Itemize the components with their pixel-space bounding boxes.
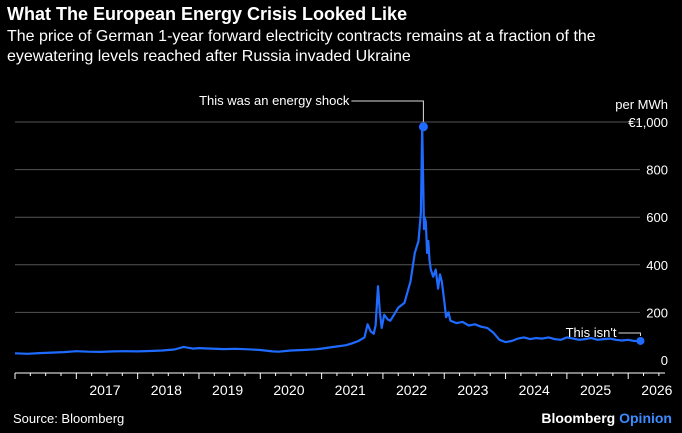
chart-title: What The European Energy Crisis Looked L…: [7, 4, 408, 24]
current-marker: [636, 336, 645, 345]
x-tick-label-2017: 2017: [89, 382, 120, 398]
chart-subtitle: The price of German 1-year forward elect…: [7, 28, 596, 65]
x-tick-label-2023: 2023: [457, 382, 488, 398]
y-tick-label-600: 600: [646, 210, 668, 225]
x-tick-label-2021: 2021: [335, 382, 366, 398]
brand-suffix: Opinion: [619, 410, 672, 426]
peak-marker: [418, 122, 428, 132]
y-unit-label: per MWh: [615, 97, 668, 112]
current-callout-line: [618, 332, 641, 336]
peak-callout-line: [351, 100, 424, 122]
brand-name: Bloomberg: [541, 410, 616, 426]
y-tick-label-400: 400: [646, 258, 668, 273]
x-tick-label-2018: 2018: [151, 382, 182, 398]
series-line: [14, 125, 641, 355]
x-tick-label-2020: 2020: [273, 382, 304, 398]
source-note: Source: Bloomberg: [13, 411, 125, 426]
current-annotation: This isn't: [566, 325, 617, 340]
y-tick-label-1000: €1,000: [628, 115, 668, 130]
y-tick-label-200: 200: [646, 305, 668, 320]
brand-logo: Bloomberg Opinion: [541, 410, 672, 426]
peak-annotation: This was an energy shock: [199, 93, 350, 108]
x-tick-label-2025: 2025: [580, 382, 611, 398]
x-tick-label-2019: 2019: [212, 382, 243, 398]
x-tick-label-2022: 2022: [396, 382, 427, 398]
x-tick-label-2026: 2026: [641, 382, 672, 398]
y-tick-label-0: 0: [661, 353, 668, 368]
y-tick-label-800: 800: [646, 163, 668, 178]
x-tick-label-2024: 2024: [519, 382, 550, 398]
